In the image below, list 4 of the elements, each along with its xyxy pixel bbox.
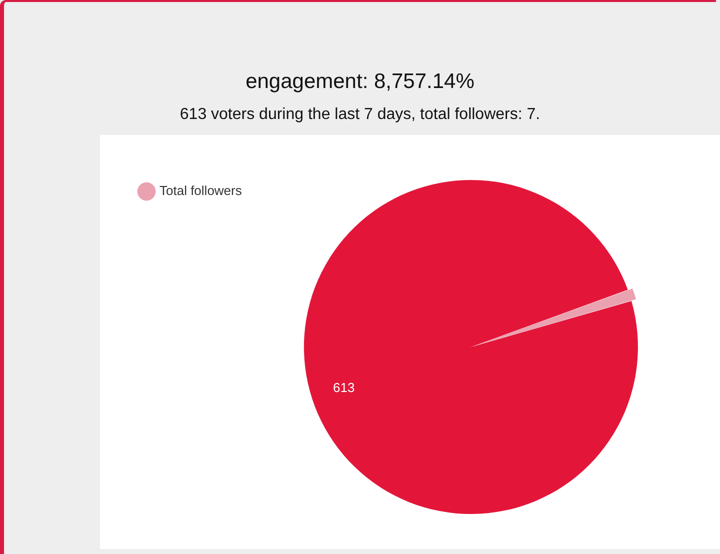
chart-subtitle: 613 voters during the last 7 days, total followers: 7. <box>178 106 542 124</box>
chart-title: engagement: 8,757.14% <box>244 70 476 94</box>
data-label: 613 <box>333 380 355 395</box>
legend-label: Total followers <box>160 183 242 198</box>
